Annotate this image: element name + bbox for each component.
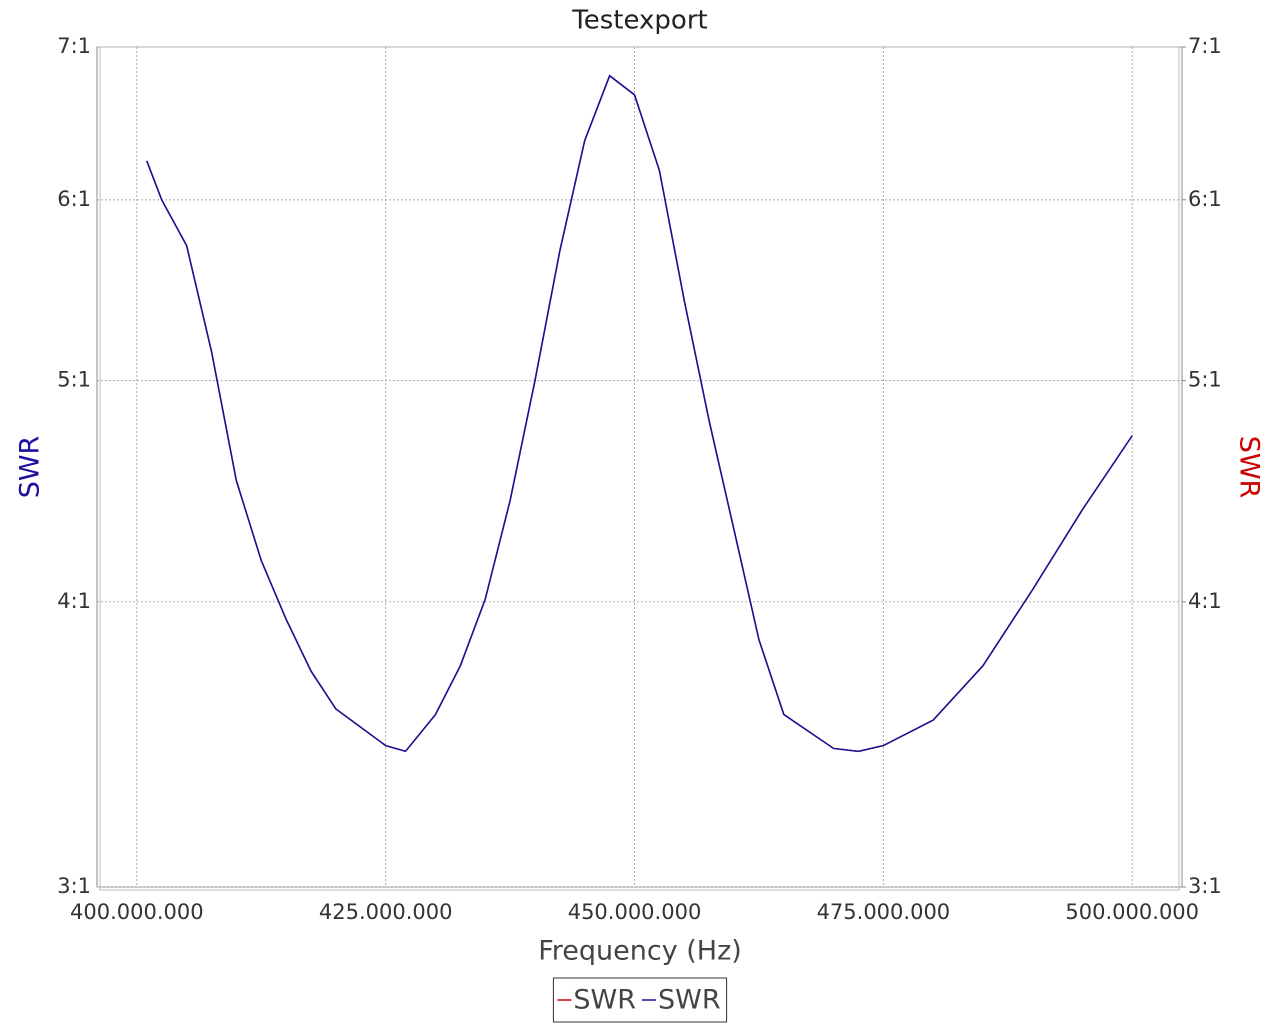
legend: SWR SWR xyxy=(552,977,728,1023)
y-tick-label: 6:1 xyxy=(57,187,91,211)
y-tick-label: 7:1 xyxy=(57,34,91,58)
plot-frame-inner xyxy=(99,46,1180,891)
x-tick-label: 425.000.000 xyxy=(319,900,453,924)
y-axis-label: SWR xyxy=(15,436,46,499)
chart-title: Testexport xyxy=(571,6,707,36)
x-axis-label: Frequency (Hz) xyxy=(538,936,742,967)
plot-frame xyxy=(96,46,1183,888)
y2-tick-label: 7:1 xyxy=(1188,34,1222,58)
x-tick-label: 500.000.000 xyxy=(1065,900,1199,924)
y-tick-label: 5:1 xyxy=(57,368,91,392)
x-tick-label: 475.000.000 xyxy=(817,900,951,924)
x-tick-label: 450.000.000 xyxy=(568,900,702,924)
y2-tick-label: 3:1 xyxy=(1188,874,1222,898)
y2-axis-label: SWR xyxy=(1234,436,1265,499)
y2-tick-label: 4:1 xyxy=(1188,589,1222,613)
legend-box xyxy=(552,977,728,1023)
legend-label: SWR xyxy=(658,985,721,1016)
legend-label: SWR xyxy=(573,985,636,1016)
y-tick-label: 3:1 xyxy=(57,874,91,898)
y2-tick-label: 5:1 xyxy=(1188,368,1222,392)
series-line xyxy=(146,74,1133,753)
x-tick-label: 400.000.000 xyxy=(70,900,204,924)
y2-tick-label: 6:1 xyxy=(1188,187,1222,211)
y-tick-label: 4:1 xyxy=(57,589,91,613)
series-line xyxy=(146,74,1133,753)
